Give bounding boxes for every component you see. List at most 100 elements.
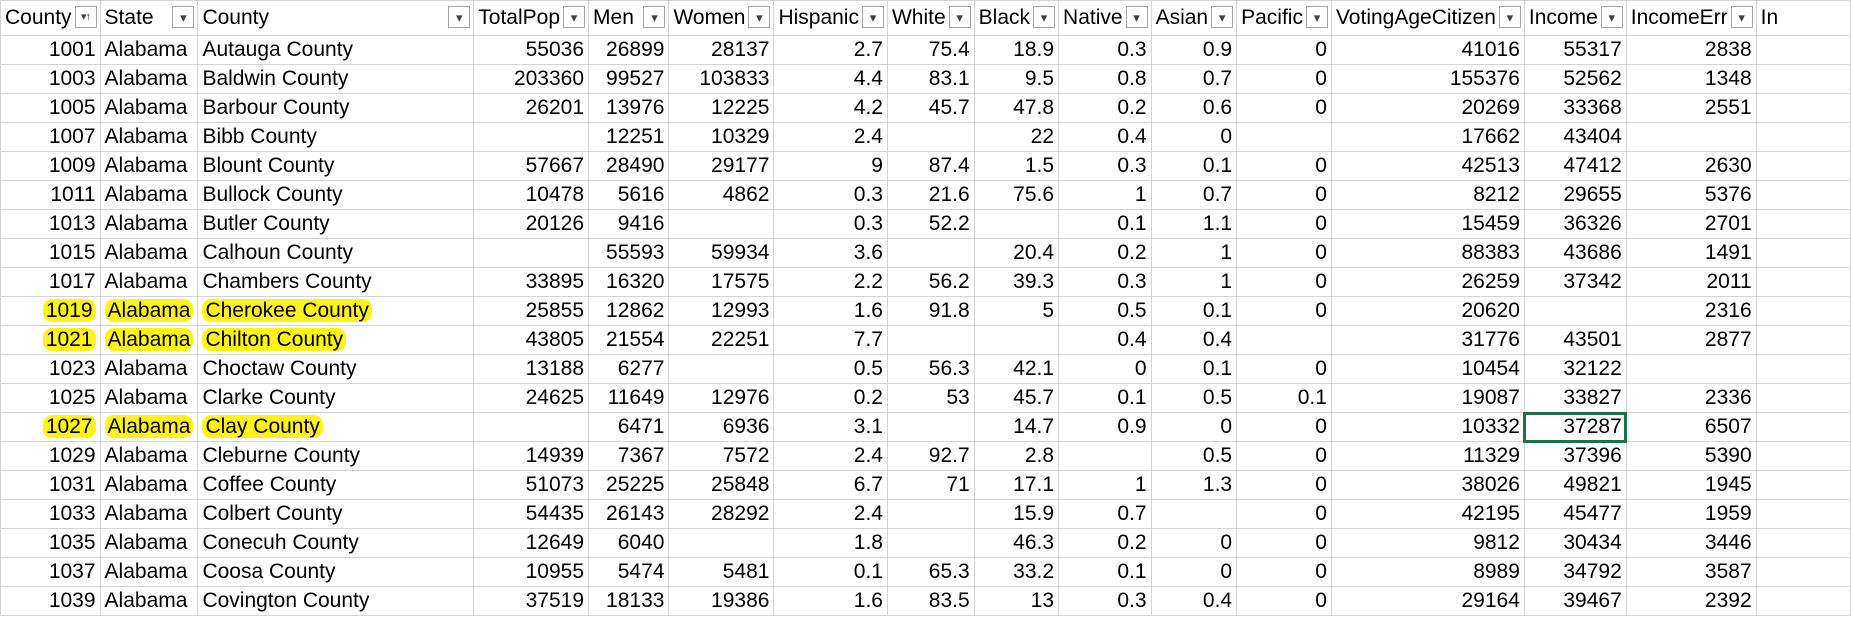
cell-state[interactable]: Alabama [99, 586, 199, 616]
cell-income[interactable]: 47412 [1523, 151, 1627, 181]
selected-cell[interactable]: 37287 [1523, 411, 1628, 443]
cell-black[interactable]: 2.8 [973, 441, 1060, 471]
cell-white[interactable]: 83.1 [886, 64, 975, 94]
cell-totalpop[interactable]: 13188 [473, 354, 590, 384]
cell-white[interactable]: 53 [886, 383, 975, 413]
cell-income[interactable]: 55317 [1523, 35, 1627, 65]
cell-votingagecitizen[interactable]: 155376 [1330, 64, 1525, 94]
chevron-down-icon[interactable]: ▾ [1211, 6, 1234, 28]
cell-state[interactable]: Alabama [99, 412, 199, 442]
cell-incomeerr[interactable]: 2838 [1625, 35, 1757, 65]
cell-state[interactable]: Alabama [99, 35, 199, 65]
cell-votingagecitizen[interactable]: 10332 [1330, 412, 1525, 442]
cell-white[interactable]: 71 [886, 470, 975, 500]
cell-votingagecitizen[interactable]: 26259 [1330, 267, 1525, 297]
cell-women[interactable]: 7572 [668, 441, 775, 471]
cell-votingagecitizen[interactable]: 38026 [1330, 470, 1525, 500]
cell-county[interactable]: Butler County [197, 209, 475, 239]
cell-black[interactable]: 33.2 [973, 557, 1060, 587]
cell-in[interactable] [1755, 412, 1851, 442]
cell-black[interactable]: 22 [973, 122, 1060, 152]
cell-in[interactable] [1755, 325, 1851, 355]
cell-women[interactable]: 12976 [668, 383, 775, 413]
cell-totalpop[interactable]: 10478 [473, 180, 590, 210]
cell-women[interactable] [668, 528, 775, 558]
cell-votingagecitizen[interactable]: 9812 [1330, 528, 1525, 558]
cell-incomeerr[interactable]: 1491 [1625, 238, 1757, 268]
cell-state[interactable]: Alabama [99, 209, 199, 239]
cell-county[interactable]: 1033 [0, 499, 101, 529]
column-header[interactable]: State ▾ [99, 0, 199, 36]
cell-men[interactable]: 7367 [588, 441, 670, 471]
cell-white[interactable]: 21.6 [886, 180, 975, 210]
cell-county[interactable]: Blount County [197, 151, 475, 181]
cell-women[interactable]: 12225 [668, 93, 775, 123]
cell-women[interactable] [668, 354, 775, 384]
cell-white[interactable]: 75.4 [886, 35, 975, 65]
cell-totalpop[interactable]: 203360 [473, 64, 590, 94]
cell-votingagecitizen[interactable]: 88383 [1330, 238, 1525, 268]
cell-totalpop[interactable]: 55036 [473, 35, 590, 65]
cell-asian[interactable]: 0 [1150, 412, 1238, 442]
cell-asian[interactable]: 0.1 [1150, 296, 1238, 326]
column-header[interactable]: TotalPop ▾ [473, 0, 590, 36]
cell-men[interactable]: 5474 [588, 557, 670, 587]
cell-in[interactable] [1755, 122, 1851, 152]
cell-pacific[interactable]: 0.1 [1236, 383, 1332, 413]
column-header[interactable]: VotingAgeCitizen ▾ [1330, 0, 1525, 36]
cell-in[interactable] [1755, 354, 1851, 384]
column-header[interactable]: Women ▾ [668, 0, 775, 36]
cell-county[interactable]: Bibb County [197, 122, 475, 152]
cell-men[interactable]: 6471 [588, 412, 670, 442]
cell-incomeerr[interactable]: 2630 [1625, 151, 1757, 181]
cell-men[interactable]: 18133 [588, 586, 670, 616]
cell-men[interactable]: 6277 [588, 354, 670, 384]
chevron-down-icon[interactable]: ▾ [861, 6, 884, 28]
cell-men[interactable]: 9416 [588, 209, 670, 239]
cell-men[interactable]: 25225 [588, 470, 670, 500]
cell-white[interactable] [886, 528, 975, 558]
cell-native[interactable]: 0.9 [1058, 412, 1152, 442]
cell-incomeerr[interactable]: 6507 [1625, 412, 1757, 442]
cell-white[interactable]: 91.8 [886, 296, 975, 326]
cell-income[interactable]: 33368 [1523, 93, 1627, 123]
cell-votingagecitizen[interactable]: 29164 [1330, 586, 1525, 616]
cell-men[interactable]: 6040 [588, 528, 670, 558]
cell-asian[interactable]: 0.5 [1150, 383, 1238, 413]
cell-hispanic[interactable]: 3.6 [773, 238, 888, 268]
cell-black[interactable]: 47.8 [973, 93, 1060, 123]
cell-income[interactable]: 37396 [1523, 441, 1627, 471]
cell-incomeerr[interactable]: 5376 [1625, 180, 1757, 210]
chevron-down-icon[interactable]: ▾ [1033, 6, 1056, 28]
cell-asian[interactable]: 0 [1150, 122, 1238, 152]
cell-incomeerr[interactable]: 2551 [1625, 93, 1757, 123]
cell-income[interactable]: 43686 [1523, 238, 1627, 268]
cell-county[interactable]: 1029 [0, 441, 101, 471]
cell-incomeerr[interactable]: 1348 [1625, 64, 1757, 94]
cell-native[interactable]: 0.8 [1058, 64, 1152, 94]
cell-asian[interactable]: 0.5 [1150, 441, 1238, 471]
cell-black[interactable]: 42.1 [973, 354, 1060, 384]
chevron-down-icon[interactable]: ▾ [1730, 6, 1753, 28]
cell-state[interactable]: Alabama [99, 470, 199, 500]
cell-asian[interactable]: 0.6 [1150, 93, 1238, 123]
cell-county[interactable]: 1009 [0, 151, 101, 181]
cell-totalpop[interactable]: 51073 [473, 470, 590, 500]
cell-women[interactable]: 19386 [668, 586, 775, 616]
cell-income[interactable]: 49821 [1523, 470, 1627, 500]
cell-county[interactable]: Choctaw County [197, 354, 475, 384]
cell-in[interactable] [1755, 383, 1851, 413]
cell-income[interactable]: 43404 [1523, 122, 1627, 152]
cell-black[interactable]: 18.9 [973, 35, 1060, 65]
cell-black[interactable]: 45.7 [973, 383, 1060, 413]
chevron-down-icon[interactable]: ▾ [448, 6, 471, 28]
cell-county[interactable]: 1005 [0, 93, 101, 123]
cell-women[interactable]: 28137 [668, 35, 775, 65]
cell-native[interactable]: 0.7 [1058, 499, 1152, 529]
cell-women[interactable]: 59934 [668, 238, 775, 268]
chevron-down-icon[interactable]: ▾ [563, 6, 586, 28]
cell-pacific[interactable]: 0 [1236, 470, 1332, 500]
cell-totalpop[interactable]: 26201 [473, 93, 590, 123]
cell-county[interactable]: 1021 [0, 325, 101, 355]
cell-black[interactable]: 39.3 [973, 267, 1060, 297]
